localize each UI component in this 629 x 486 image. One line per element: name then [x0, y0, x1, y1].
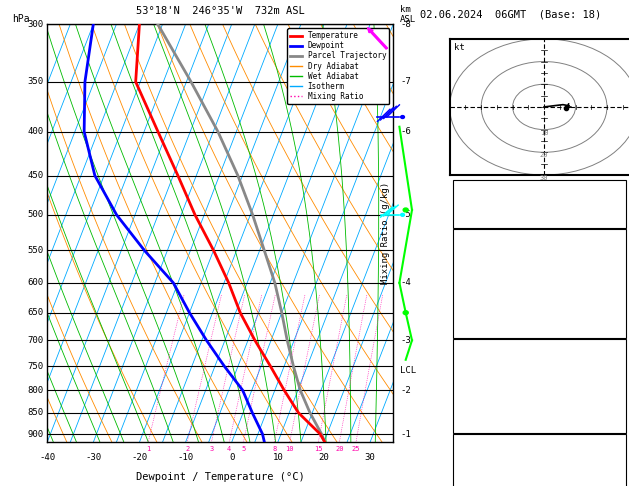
Text: -5: -5: [400, 210, 411, 219]
Text: 900: 900: [28, 430, 44, 438]
Text: 256: 256: [605, 403, 623, 414]
Text: CIN (J): CIN (J): [456, 418, 497, 429]
Text: -2: -2: [400, 385, 411, 395]
Text: θε (K): θε (K): [456, 373, 491, 383]
Text: 300: 300: [28, 20, 44, 29]
Text: 44: 44: [611, 453, 623, 463]
Text: 320: 320: [605, 373, 623, 383]
Text: -4: -4: [400, 278, 411, 287]
Text: 350: 350: [28, 77, 44, 87]
Text: 8: 8: [272, 447, 277, 452]
Text: -1: -1: [611, 294, 623, 304]
Text: 30: 30: [365, 453, 376, 462]
Text: 450: 450: [28, 171, 44, 180]
Text: km
ASL: km ASL: [400, 5, 416, 24]
Text: -20: -20: [131, 453, 147, 462]
Text: 0: 0: [617, 418, 623, 429]
Text: Lifted Index: Lifted Index: [456, 388, 526, 399]
Text: 7.1: 7.1: [605, 263, 623, 274]
Text: 20: 20: [335, 447, 343, 452]
Text: CAPE (J): CAPE (J): [456, 403, 503, 414]
Text: 2: 2: [185, 447, 189, 452]
Text: hPa: hPa: [13, 14, 30, 24]
Text: 02.06.2024  06GMT  (Base: 18): 02.06.2024 06GMT (Base: 18): [420, 9, 602, 19]
Text: LCL: LCL: [400, 366, 416, 376]
Text: Surface: Surface: [519, 233, 560, 243]
Text: Dewp (°C): Dewp (°C): [456, 263, 509, 274]
Text: 53°18'N  246°35'W  732m ASL: 53°18'N 246°35'W 732m ASL: [136, 6, 304, 16]
Text: Most Unstable: Most Unstable: [501, 343, 577, 353]
Text: 400: 400: [28, 127, 44, 136]
Text: 5: 5: [242, 447, 245, 452]
Text: 10: 10: [540, 130, 548, 136]
Text: 1: 1: [146, 447, 150, 452]
Text: 10: 10: [286, 447, 294, 452]
Text: -30: -30: [86, 453, 101, 462]
Text: 850: 850: [28, 408, 44, 417]
Text: 3: 3: [209, 447, 213, 452]
Text: 20: 20: [540, 152, 548, 158]
Text: 256: 256: [605, 309, 623, 319]
Text: 700: 700: [28, 336, 44, 345]
Text: Mixing Ratio (g/kg): Mixing Ratio (g/kg): [381, 182, 390, 284]
Text: 320: 320: [605, 278, 623, 289]
Text: 0: 0: [229, 453, 235, 462]
Text: -1: -1: [611, 388, 623, 399]
Text: 750: 750: [28, 362, 44, 370]
Text: 20: 20: [318, 453, 330, 462]
Text: 600: 600: [28, 278, 44, 287]
Text: 10: 10: [272, 453, 283, 462]
Text: 500: 500: [28, 210, 44, 219]
Text: 800: 800: [28, 385, 44, 395]
Text: Temp (°C): Temp (°C): [456, 248, 509, 259]
Text: 920: 920: [605, 358, 623, 368]
Text: -6: -6: [400, 127, 411, 136]
Text: 650: 650: [28, 308, 44, 317]
Text: -10: -10: [177, 453, 194, 462]
Text: CIN (J): CIN (J): [456, 324, 497, 334]
Text: Pressure (mb): Pressure (mb): [456, 358, 532, 368]
Text: PW (cm): PW (cm): [456, 214, 497, 224]
Text: K: K: [456, 184, 462, 194]
Text: EH: EH: [456, 453, 468, 463]
Text: 0: 0: [617, 324, 623, 334]
Text: 20.2: 20.2: [599, 248, 623, 259]
Text: 262°: 262°: [599, 483, 623, 486]
Text: 36: 36: [611, 468, 623, 478]
Text: 50: 50: [611, 199, 623, 209]
Text: 30: 30: [540, 175, 548, 181]
Text: Totals Totals: Totals Totals: [456, 199, 532, 209]
Text: 22: 22: [611, 184, 623, 194]
Text: -8: -8: [400, 20, 411, 29]
Text: 1.63: 1.63: [599, 214, 623, 224]
Text: Hodograph: Hodograph: [513, 438, 566, 448]
Text: SREH: SREH: [456, 468, 479, 478]
Text: -40: -40: [39, 453, 55, 462]
Legend: Temperature, Dewpoint, Parcel Trajectory, Dry Adiabat, Wet Adiabat, Isotherm, Mi: Temperature, Dewpoint, Parcel Trajectory…: [287, 28, 389, 104]
Text: 15: 15: [314, 447, 323, 452]
Text: 550: 550: [28, 246, 44, 255]
Text: -3: -3: [400, 336, 411, 345]
Text: θε(K): θε(K): [456, 278, 486, 289]
Text: 25: 25: [352, 447, 360, 452]
Text: 4: 4: [227, 447, 231, 452]
Text: Lifted Index: Lifted Index: [456, 294, 526, 304]
Text: CAPE (J): CAPE (J): [456, 309, 503, 319]
Text: Dewpoint / Temperature (°C): Dewpoint / Temperature (°C): [136, 471, 304, 482]
Text: © weatheronline.co.uk: © weatheronline.co.uk: [487, 445, 592, 454]
Text: StmDir: StmDir: [456, 483, 491, 486]
Text: -7: -7: [400, 77, 411, 87]
Text: kt: kt: [454, 43, 464, 52]
Text: -1: -1: [400, 430, 411, 438]
